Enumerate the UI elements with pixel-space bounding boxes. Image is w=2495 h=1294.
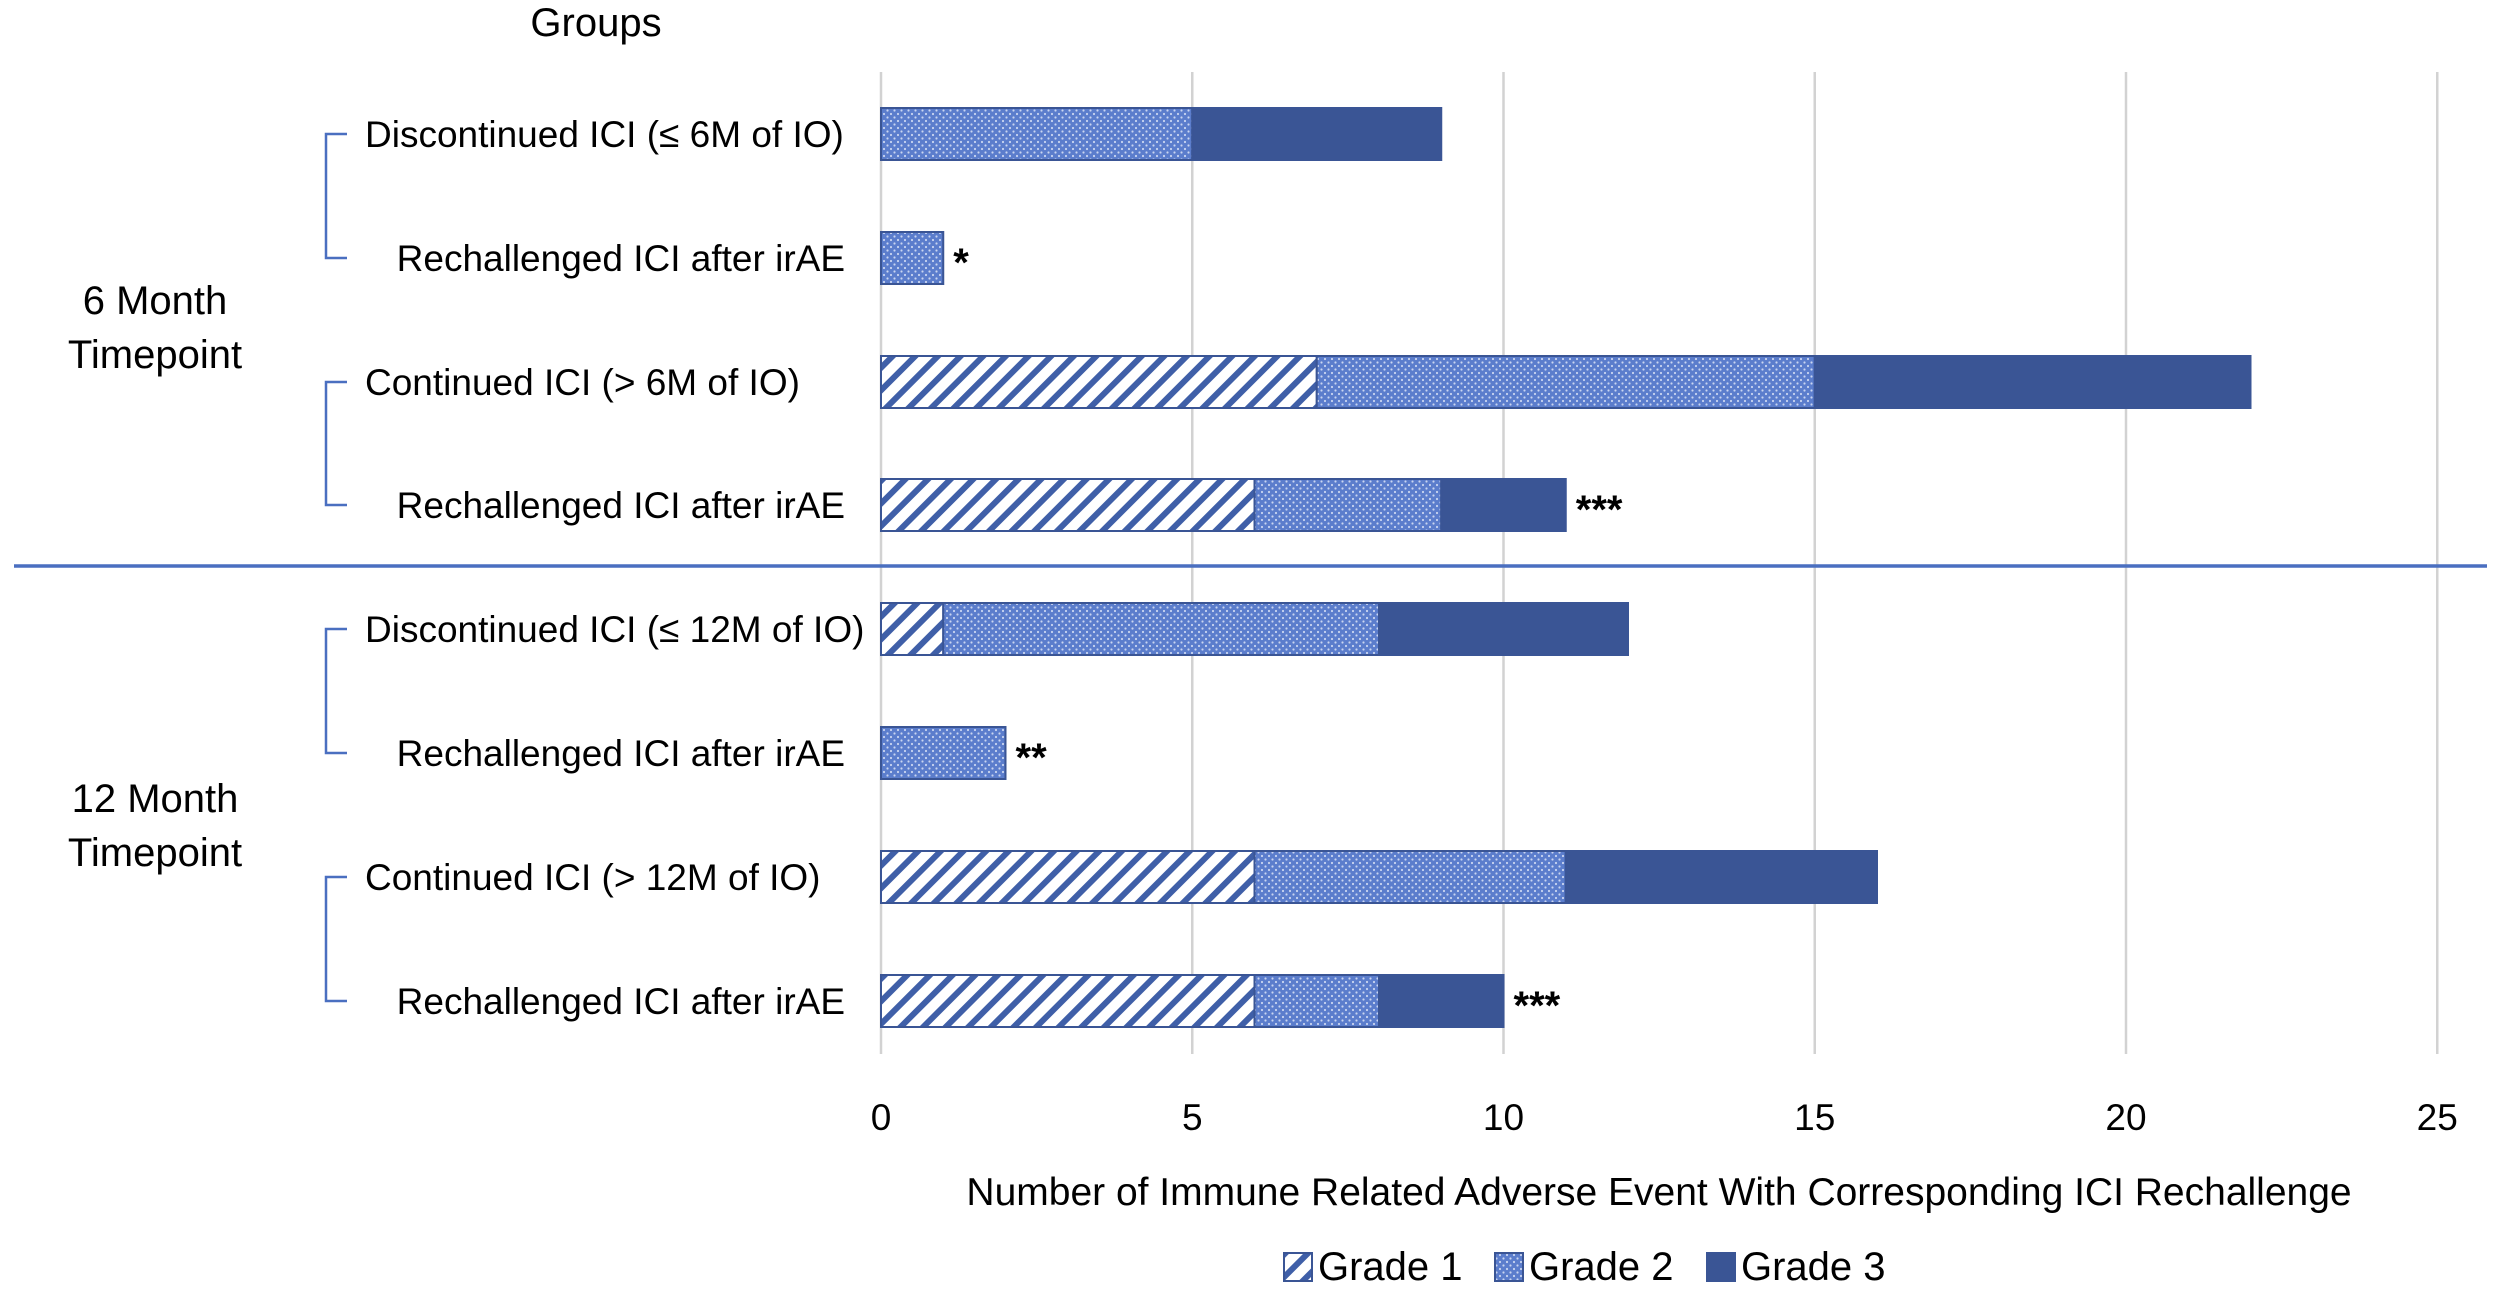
legend-swatch xyxy=(1494,1252,1524,1282)
group-bracket xyxy=(324,132,347,260)
category-label: Continued ICI (> 6M of IO) xyxy=(365,362,800,403)
bar-segment-grade-2 xyxy=(880,231,945,285)
group-bracket xyxy=(324,380,347,507)
legend-label: Grade 2 xyxy=(1529,1245,1674,1289)
bar-segment-grade-3 xyxy=(1813,355,2252,409)
category-label: Rechallenged ICI after irAE xyxy=(397,485,845,526)
significance-marker: * xyxy=(953,241,969,285)
category-labels: Groups 6 Month Timepoint 12 Month Timepoint D… xyxy=(14,1,2487,1028)
category-label: Continued ICI (> 12M of IO) xyxy=(365,857,821,898)
bar-segment-grade-3 xyxy=(1378,974,1505,1028)
x-tick-label: 5 xyxy=(1182,1097,1203,1138)
x-axis: 0 5 10 15 20 25 Number of Immune Related Adver… xyxy=(871,1097,2458,1214)
x-tick-label: 20 xyxy=(2105,1097,2146,1138)
category-label: Rechallenged ICI after irAE xyxy=(397,733,845,774)
legend-swatch xyxy=(1706,1252,1736,1282)
bar-segment-grade-3 xyxy=(1378,602,1629,656)
x-tick-label: 15 xyxy=(1794,1097,1835,1138)
x-tick-label: 0 xyxy=(871,1097,892,1138)
group-bracket xyxy=(324,875,347,1003)
bar-segment-grade-3 xyxy=(1191,107,1443,161)
bars xyxy=(880,107,2252,1028)
timepoint-label: 12 Month xyxy=(72,777,239,821)
groups-header: Groups xyxy=(530,1,661,45)
timepoint-label: 6 Month xyxy=(83,279,228,323)
bar-segment-grade-2 xyxy=(1315,355,1816,409)
gridlines xyxy=(879,72,2439,1054)
bar-segment-grade-2 xyxy=(1253,850,1567,904)
timepoint-label: Timepoint xyxy=(68,333,242,377)
legend-label: Grade 3 xyxy=(1741,1245,1886,1289)
bar-segment-grade-1 xyxy=(880,602,945,656)
bar-segment-grade-2 xyxy=(1253,974,1380,1028)
group-bracket xyxy=(324,627,347,755)
bar-segment-grade-1 xyxy=(880,478,1256,532)
bar-segment-grade-2 xyxy=(880,107,1194,161)
significance-marker: *** xyxy=(1514,984,1561,1028)
x-tick-label: 10 xyxy=(1483,1097,1524,1138)
bar-segment-grade-2 xyxy=(942,602,1380,656)
bar-segment-grade-1 xyxy=(880,974,1256,1028)
bar-segment-grade-1 xyxy=(880,355,1318,409)
bar-segment-grade-2 xyxy=(880,726,1007,780)
significance-marker: ** xyxy=(1016,736,1048,780)
x-tick-label: 25 xyxy=(2417,1097,2458,1138)
legend-swatch xyxy=(1283,1252,1313,1282)
bar-segment-grade-2 xyxy=(1253,478,1443,532)
category-label: Rechallenged ICI after irAE xyxy=(397,981,845,1022)
legend-label: Grade 1 xyxy=(1318,1245,1463,1289)
timepoint-label: Timepoint xyxy=(68,831,242,875)
bar-segment-grade-3 xyxy=(1440,478,1567,532)
legend: Grade 1 Grade 2 Grade 3 xyxy=(1283,1245,1886,1289)
category-label: Rechallenged ICI after irAE xyxy=(397,238,845,279)
significance-marker: *** xyxy=(1576,488,1623,532)
category-label: Discontinued ICI (≤ 6M of IO) xyxy=(365,114,844,155)
bar-segment-grade-3 xyxy=(1564,850,1878,904)
category-label: Discontinued ICI (≤ 12M of IO) xyxy=(365,609,864,650)
x-axis-title: Number of Immune Related Adverse Event W… xyxy=(966,1171,2351,1214)
bar-segment-grade-1 xyxy=(880,850,1256,904)
